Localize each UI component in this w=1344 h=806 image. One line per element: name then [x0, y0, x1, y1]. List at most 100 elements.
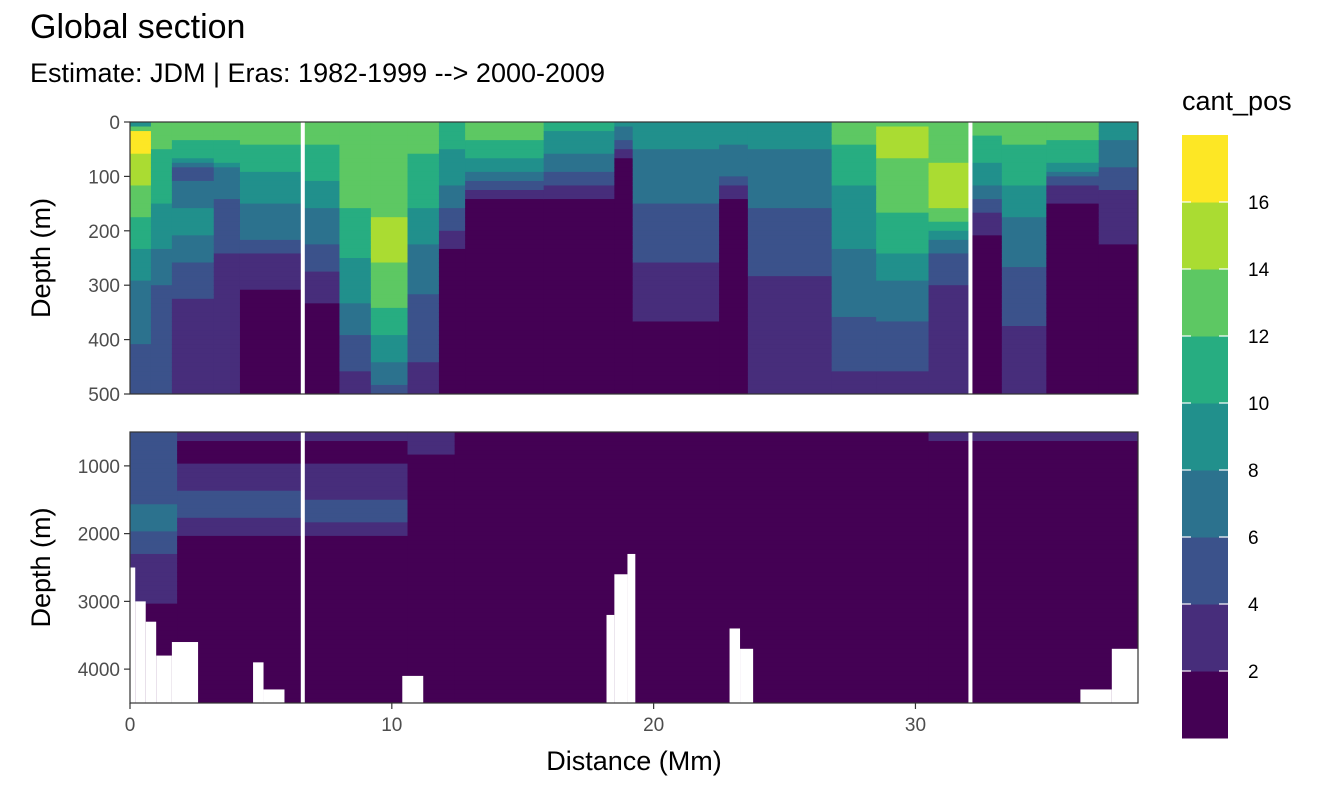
- contour-cell: [339, 135, 372, 141]
- contour-cell: [614, 294, 634, 300]
- y-tick-label: 300: [88, 276, 120, 297]
- contour-cell: [177, 477, 304, 483]
- contour-cell: [302, 131, 341, 137]
- contour-cell: [747, 185, 833, 191]
- contour-cell: [130, 276, 152, 282]
- contour-cell: [876, 176, 930, 182]
- contour-cell: [543, 353, 615, 359]
- contour-cell: [370, 140, 409, 146]
- contour-cell: [543, 226, 615, 232]
- contour-cell: [1046, 307, 1100, 313]
- contour-cell: [454, 698, 930, 703]
- contour-cell: [239, 298, 304, 304]
- contour-cell: [831, 199, 877, 205]
- contour-cell: [465, 208, 545, 214]
- contour-cell: [831, 262, 877, 268]
- contour-cell: [407, 468, 456, 474]
- contour-cell: [1098, 353, 1138, 359]
- contour-cell: [543, 362, 615, 368]
- contour-cell: [407, 135, 440, 141]
- contour-cell: [213, 271, 241, 277]
- contour-cell: [150, 389, 173, 394]
- contour-cell: [177, 517, 304, 523]
- contour-cell: [831, 303, 877, 309]
- contour-cell: [614, 298, 634, 304]
- contour-cell: [339, 244, 372, 250]
- contour-cell: [970, 371, 1003, 377]
- contour-cell: [465, 353, 545, 359]
- contour-cell: [465, 221, 545, 227]
- contour-cell: [614, 230, 634, 236]
- contour-cell: [876, 335, 930, 341]
- contour-cell: [339, 235, 372, 241]
- contour-cell: [543, 217, 615, 223]
- contour-cell: [302, 303, 341, 309]
- contour-cell: [407, 353, 440, 359]
- contour-cell: [719, 126, 749, 132]
- contour-cell: [213, 253, 241, 259]
- contour-cell: [302, 441, 409, 447]
- no-data-area: [1080, 689, 1112, 703]
- contour-cell: [1098, 267, 1138, 273]
- contour-cell: [876, 167, 930, 173]
- contour-cell: [438, 221, 466, 227]
- contour-cell: [970, 285, 1003, 291]
- contour-cell: [407, 267, 440, 273]
- contour-cell: [1001, 180, 1047, 187]
- contour-cell: [719, 221, 749, 227]
- contour-cell: [970, 176, 1003, 182]
- contour-cell: [407, 522, 456, 528]
- contour-cell: [1001, 239, 1047, 245]
- contour-cell: [928, 244, 972, 250]
- contour-cell: [407, 662, 456, 668]
- contour-cell: [339, 362, 372, 368]
- contour-cell: [171, 348, 215, 354]
- contour-cell: [370, 316, 409, 323]
- contour-cell: [1046, 271, 1100, 277]
- contour-cell: [465, 276, 545, 282]
- contour-cell: [747, 140, 833, 146]
- contour-cell: [454, 432, 930, 438]
- contour-cell: [302, 217, 341, 223]
- contour-cell: [130, 330, 152, 336]
- contour-cell: [302, 389, 341, 394]
- contour-cell: [407, 212, 440, 218]
- contour-cell: [614, 235, 634, 241]
- contour-cell: [339, 230, 372, 236]
- contour-cell: [171, 199, 215, 205]
- contour-cell: [831, 357, 877, 363]
- contour-cell: [831, 326, 877, 332]
- contour-cell: [719, 212, 749, 218]
- contour-cell: [876, 171, 930, 177]
- contour-cell: [177, 693, 304, 700]
- contour-cell: [177, 612, 304, 618]
- contour-cell: [177, 594, 304, 600]
- contour-cell: [632, 203, 720, 209]
- contour-cell: [339, 307, 372, 313]
- contour-cell: [928, 626, 1138, 632]
- contour-cell: [150, 298, 173, 304]
- contour-cell: [130, 572, 178, 578]
- contour-cell: [407, 153, 440, 159]
- contour-cell: [876, 208, 930, 214]
- contour-cell: [438, 135, 466, 141]
- contour-cell: [1046, 208, 1100, 214]
- contour-cell: [454, 662, 930, 668]
- contour-cell: [177, 486, 304, 492]
- contour-cell: [339, 285, 372, 291]
- contour-cell: [614, 208, 634, 214]
- contour-cell: [970, 316, 1003, 323]
- contour-cell: [614, 244, 634, 250]
- contour-cell: [970, 180, 1003, 187]
- contour-cell: [876, 149, 930, 155]
- contour-cell: [302, 298, 341, 304]
- contour-cell: [614, 326, 634, 332]
- contour-cell: [543, 190, 615, 196]
- contour-cell: [543, 321, 615, 327]
- contour-cell: [876, 316, 930, 323]
- contour-cell: [928, 657, 1138, 663]
- contour-cell: [831, 185, 877, 191]
- contour-cell: [302, 617, 409, 623]
- contour-cell: [239, 235, 304, 241]
- contour-cell: [239, 126, 304, 132]
